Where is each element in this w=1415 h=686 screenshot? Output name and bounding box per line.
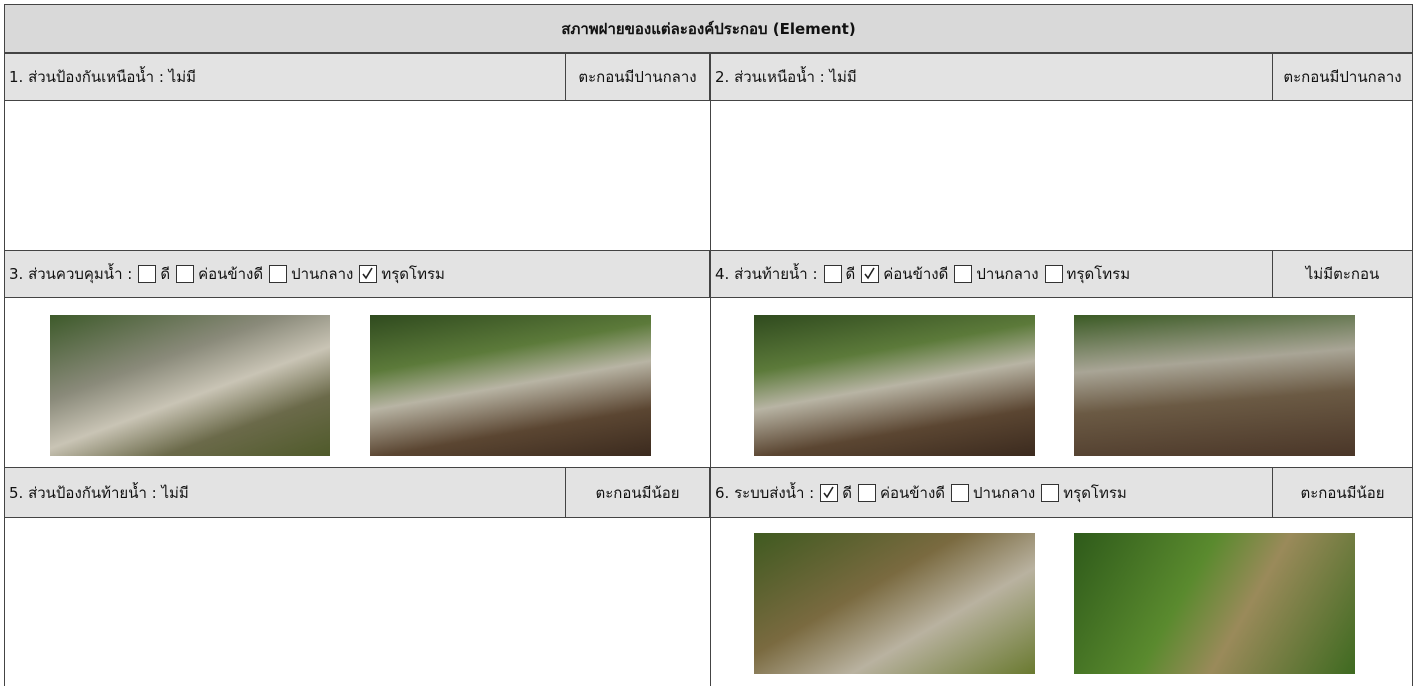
option-label: ค่อนข้างดี (883, 265, 949, 283)
option-label: ปานกลาง (291, 265, 354, 283)
checkbox (176, 265, 195, 283)
table-title: สภาพฝายของแต่ละองค์ประกอบ (Element) (4, 4, 1413, 53)
checkbox (269, 265, 288, 283)
photo (50, 315, 330, 456)
option-label: ทรุดโทรม (1066, 265, 1131, 283)
sediment-label: ตะกอนมีน้อย (1272, 467, 1413, 518)
option-label: ดี (160, 265, 171, 283)
sediment-label: ตะกอนมีปานกลาง (565, 53, 710, 101)
option-label: ดี (842, 483, 852, 502)
checkbox (820, 483, 839, 502)
option-label: ดี (845, 265, 856, 283)
option-label: ทรุดโทรม (1063, 483, 1127, 502)
checkbox (823, 265, 842, 283)
checkbox (138, 265, 157, 283)
option-label: ปานกลาง (973, 483, 1036, 502)
photo (1074, 533, 1355, 674)
sediment-label: ตะกอนมีปานกลาง (1272, 53, 1413, 101)
option-label: ทรุดโทรม (381, 265, 445, 283)
check-mark (864, 267, 875, 280)
border-right (1412, 53, 1413, 686)
section-label: 2. ส่วนเหนือน้ำ : ไม่มี (715, 68, 857, 86)
checkbox (951, 483, 970, 502)
section-label: 1. ส่วนป้องกันเหนือน้ำ : ไม่มี (9, 68, 196, 86)
checkbox (1041, 483, 1060, 502)
checkbox (861, 265, 880, 283)
section-label: 3. ส่วนควบคุมน้ำ : (9, 265, 133, 283)
checkbox (1044, 265, 1063, 283)
option-label: ปานกลาง (976, 265, 1039, 283)
section-label: 4. ส่วนท้ายน้ำ : (715, 265, 818, 283)
check-mark (362, 267, 374, 280)
photo (754, 533, 1035, 674)
section-header: 3. ส่วนควบคุมน้ำ : ดี ค่อนข้างดี ปานกลาง ทรุ… (4, 250, 710, 298)
option-label: ค่อนข้างดี (198, 265, 264, 283)
sediment-label: ไม่มีตะกอน (1272, 250, 1413, 298)
photo (754, 315, 1035, 456)
option-label: ค่อนข้างดี (879, 483, 946, 502)
section-label: 5. ส่วนป้องกันท้ายน้ำ : ไม่มี (9, 483, 189, 502)
photo (1074, 315, 1355, 456)
checkbox (857, 483, 876, 502)
border-left (4, 53, 5, 686)
border-middle (710, 53, 711, 686)
checkbox (954, 265, 973, 283)
checkbox (359, 265, 378, 283)
photo (370, 315, 651, 456)
sediment-label: ตะกอนมีน้อย (565, 467, 710, 518)
section-label: 6. ระบบส่งน้ำ : (715, 483, 815, 502)
check-mark (823, 486, 834, 498)
